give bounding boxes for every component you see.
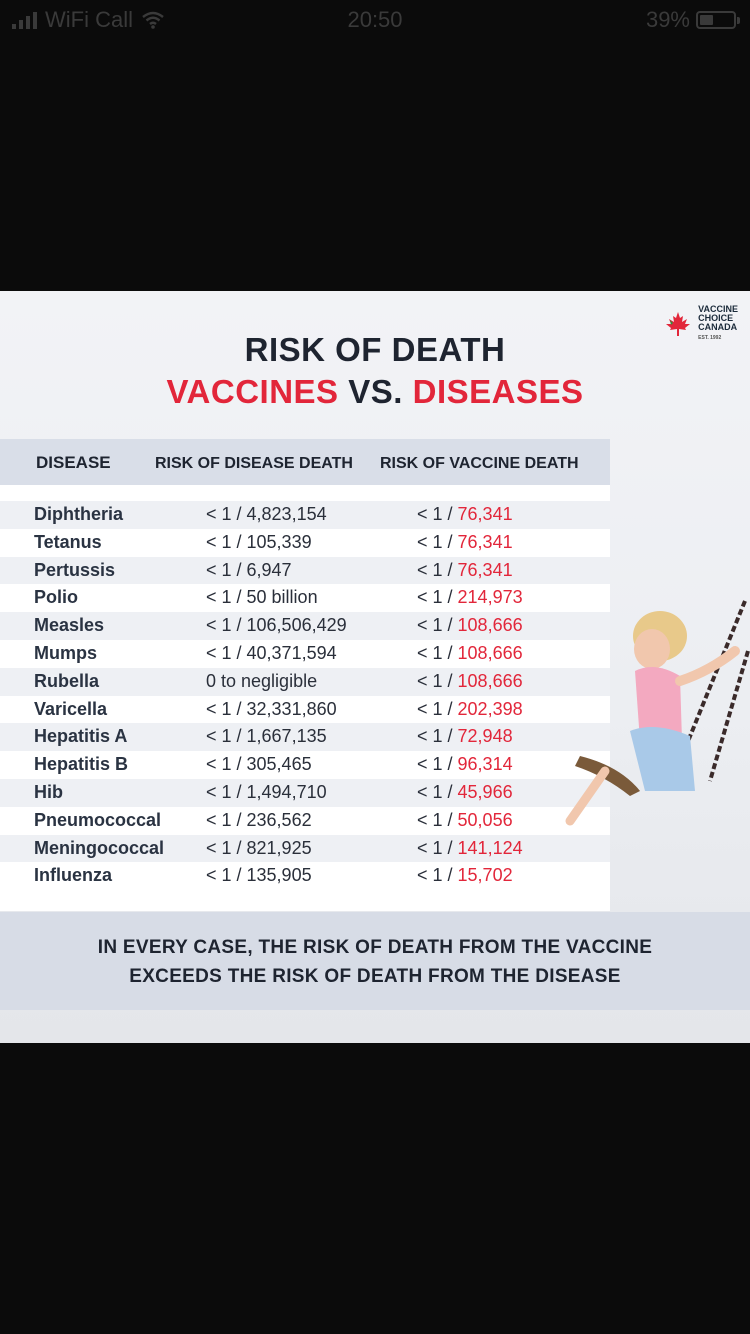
header-disease: DISEASE: [36, 453, 111, 472]
maple-leaf-icon: [666, 312, 691, 336]
carrier-label: WiFi Call: [45, 7, 133, 32]
table-row: Rubella 0 to negligible < 1 / 108,666: [0, 667, 610, 696]
conclusion-line-2: EXCEEDS THE RISK OF DEATH FROM THE DISEA…: [129, 966, 621, 987]
title-line-2: VACCINES VS. DISEASES: [0, 373, 750, 411]
disease-risk: < 1 / 236,562: [206, 809, 312, 830]
table-row: Pneumococcal < 1 / 236,562 < 1 / 50,056: [0, 807, 610, 835]
disease-name: Mumps: [34, 643, 97, 663]
disease-risk: < 1 / 40,371,594: [206, 643, 337, 663]
table-row: Mumps < 1 / 40,371,594 < 1 / 108,666: [0, 640, 610, 668]
child-on-swing-image: [565, 600, 750, 826]
table-header: DISEASE RISK OF DISEASE DEATH RISK OF VA…: [0, 439, 610, 485]
disease-name: Pertussis: [34, 559, 116, 580]
vaccine-risk-value: 45,966: [457, 782, 513, 802]
disease-name: Measles: [34, 615, 105, 636]
disease-risk: 0 to negligible: [206, 670, 318, 691]
table-row: Polio < 1 / 50 billion < 1 / 214,973: [0, 584, 610, 612]
vaccine-risk: < 1 / 72,948: [417, 726, 513, 747]
disease-name: Varicella: [34, 698, 108, 719]
signal-icon: [12, 11, 37, 29]
table-body: Diphtheria < 1 / 4,823,154 < 1 / 76,341 Tet…: [0, 485, 610, 911]
disease-name: Hepatitis A: [34, 726, 128, 747]
table-row: Meningococcal < 1 / 821,925 < 1 / 141,124: [0, 834, 610, 863]
vaccine-risk: < 1 / 50,056: [417, 809, 513, 830]
header-disease-risk: RISK OF DISEASE DEATH: [155, 455, 353, 472]
vaccine-risk: < 1 / 96,314: [417, 754, 513, 775]
table-row: Measles < 1 / 106,506,429 < 1 / 108,666: [0, 612, 610, 640]
battery-icon: [696, 11, 740, 29]
vaccine-risk: < 1 / 76,341: [417, 504, 513, 524]
disease-risk: < 1 / 1,667,135: [206, 726, 327, 747]
disease-name: Influenza: [34, 865, 113, 886]
disease-name: Hepatitis B: [34, 754, 129, 775]
disease-name: Polio: [34, 587, 78, 608]
status-right: 39%: [645, 7, 740, 33]
disease-risk: < 1 / 135,905: [206, 865, 312, 886]
vaccine-risk-value: 76,341: [457, 504, 513, 524]
vaccine-risk-value: 214,973: [457, 587, 523, 608]
title-vaccines: VACCINES: [166, 373, 339, 410]
title-diseases: DISEASES: [412, 373, 584, 410]
disease-risk: < 1 / 4,823,154: [206, 504, 327, 524]
wifi-icon: [142, 11, 164, 29]
vaccine-risk: < 1 / 108,666: [417, 615, 523, 636]
table-row: Diphtheria < 1 / 4,823,154 < 1 / 76,341: [0, 501, 610, 529]
disease-risk: < 1 / 305,465: [206, 754, 312, 775]
vaccine-risk-value: 202,398: [457, 698, 523, 719]
vaccine-risk-value: 76,341: [457, 559, 513, 580]
title-vs: VS.: [348, 373, 403, 410]
vaccine-risk-value: 50,056: [457, 809, 513, 830]
vaccine-risk: < 1 / 15,702: [417, 865, 513, 886]
brand-logo: VACCINE CHOICE CANADA EST. 1992: [664, 305, 738, 343]
disease-risk: < 1 / 821,925: [206, 837, 312, 858]
disease-name: Rubella: [34, 670, 100, 691]
vaccine-risk-value: 72,948: [457, 726, 513, 747]
vaccine-risk-value: 96,314: [457, 754, 513, 775]
disease-name: Diphtheria: [34, 504, 124, 524]
header-vaccine-risk: RISK OF VACCINE DEATH: [380, 455, 579, 472]
table-row: Hib < 1 / 1,494,710 < 1 / 45,966: [0, 779, 610, 807]
status-bar: WiFi Call 20:50 39%: [0, 0, 750, 40]
disease-risk: < 1 / 1,494,710: [206, 782, 327, 802]
disease-risk: < 1 / 6,947: [206, 559, 292, 580]
status-time: 20:50: [347, 7, 403, 32]
battery-percent: 39%: [645, 7, 690, 32]
vaccine-risk: < 1 / 76,341: [417, 559, 513, 580]
disease-name: Hib: [34, 782, 63, 802]
vaccine-risk: < 1 / 141,124: [417, 837, 523, 858]
disease-risk: < 1 / 50 billion: [206, 587, 318, 608]
vaccine-risk-value: 76,341: [457, 531, 513, 552]
conclusion-line-1: IN EVERY CASE, THE RISK OF DEATH FROM TH…: [97, 937, 653, 958]
vaccine-risk: < 1 / 108,666: [417, 643, 523, 663]
vaccine-risk-value: 108,666: [457, 615, 523, 636]
vaccine-risk-value: 15,702: [457, 865, 513, 886]
table-row: Hepatitis B < 1 / 305,465 < 1 / 96,314: [0, 751, 610, 779]
disease-name: Pneumococcal: [34, 809, 162, 830]
risk-table: DISEASE RISK OF DISEASE DEATH RISK OF VA…: [0, 439, 610, 911]
table-row: Tetanus < 1 / 105,339 < 1 / 76,341: [0, 529, 610, 557]
vaccine-risk-value: 141,124: [457, 837, 523, 858]
table-row: Pertussis < 1 / 6,947 < 1 / 76,341: [0, 556, 610, 585]
disease-name: Tetanus: [34, 531, 102, 552]
disease-risk: < 1 / 106,506,429: [206, 615, 347, 636]
title-line-1: RISK OF DEATH: [244, 331, 506, 368]
brand-name: VACCINE CHOICE CANADA EST. 1992: [698, 304, 738, 342]
disease-name: Meningococcal: [34, 837, 165, 858]
table-row: Varicella < 1 / 32,331,860 < 1 / 202,398: [0, 696, 610, 724]
vaccine-risk: < 1 / 45,966: [417, 782, 513, 802]
conclusion-banner: IN EVERY CASE, THE RISK OF DEATH FROM TH…: [0, 912, 750, 1010]
vaccine-risk-value: 108,666: [457, 670, 523, 691]
infographic: VACCINE CHOICE CANADA EST. 1992 RISK OF …: [0, 291, 750, 1043]
disease-risk: < 1 / 105,339: [206, 531, 312, 552]
table-row: Hepatitis A < 1 / 1,667,135 < 1 / 72,948: [0, 723, 610, 752]
disease-risk: < 1 / 32,331,860: [206, 698, 337, 719]
vaccine-risk: < 1 / 202,398: [417, 698, 523, 719]
vaccine-risk: < 1 / 76,341: [417, 531, 513, 552]
vaccine-risk-value: 108,666: [457, 643, 523, 663]
vaccine-risk: < 1 / 108,666: [417, 670, 523, 691]
table-row: Influenza < 1 / 135,905 < 1 / 15,702: [0, 862, 610, 890]
vaccine-risk: < 1 / 214,973: [417, 587, 523, 608]
status-left: WiFi Call: [12, 7, 165, 33]
